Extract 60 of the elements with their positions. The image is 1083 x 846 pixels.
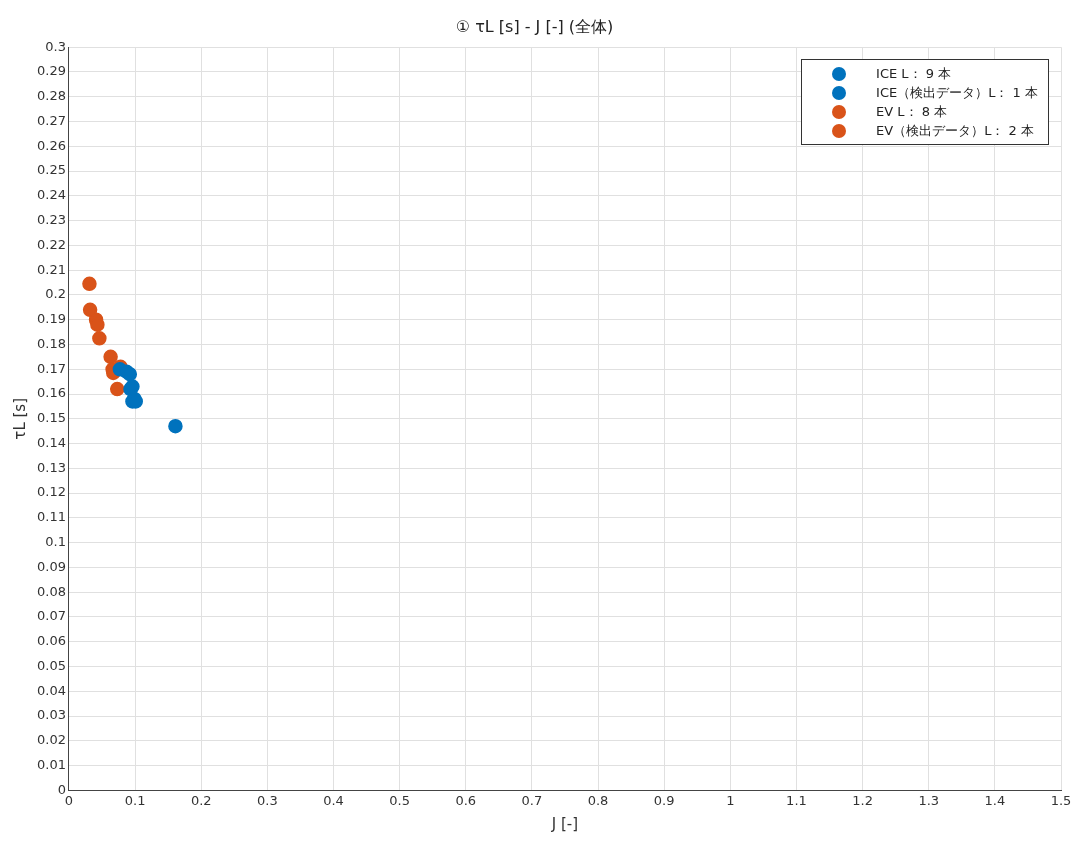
chart-title: ① τL [s] - J [-] (全体) [455,16,614,36]
x-tick-label: 0.1 [124,792,146,808]
y-tick-label: 0.28 [36,88,66,104]
x-tick-label: 0.6 [455,792,477,808]
legend-label: ICE L： 9 本 [876,64,952,83]
y-tick-label: 0.1 [45,534,66,550]
legend-label: EV L： 8 本 [876,102,948,121]
y-tick-label: 0.05 [36,657,66,673]
y-tick-label: 0.27 [36,112,66,128]
y-tick-label: 0.15 [36,410,66,426]
y-tick-label: 0.11 [36,509,66,525]
x-tick-label: 0.4 [323,792,344,808]
y-tick-label: 0.23 [36,211,66,227]
y-tick-label: 0.2 [45,286,66,302]
y-tick-label: 0.06 [36,633,66,649]
y-tick-label: 0.02 [36,732,66,748]
y-tick-label: 0.19 [36,311,66,327]
point [103,349,118,365]
y-tick-label: 0.22 [36,236,66,252]
x-tick-label: 1.4 [984,792,1006,808]
x-tick-label: 0.9 [653,792,675,808]
y-axis-title: τL [s] [10,397,29,440]
point [168,418,183,434]
y-tick-label: 0.18 [36,335,66,351]
y-tick-label: 0.13 [36,459,66,475]
y-tick-label: 0.24 [36,187,66,203]
x-tick-label: 0.8 [587,792,609,808]
legend-label: EV（検出データ）L： 2 本 [876,121,1034,140]
point [82,276,97,292]
y-tick-label: 0.29 [36,63,66,79]
x-tick-label: 1.3 [918,792,940,808]
y-tick-label: 0.25 [36,162,66,178]
x-tick-label: 1.2 [852,792,873,808]
y-tick-label: 0.16 [36,385,66,401]
y-tick-label: 0.07 [36,608,66,624]
y-tick-label: 0 [57,781,66,797]
x-tick-label: 0.7 [521,792,543,808]
y-tick-label: 0.14 [36,434,66,450]
legend-label: ICE（検出データ）L： 1 本 [876,83,1038,102]
y-tick-label: 0.12 [36,484,66,500]
x-tick-label: 1.1 [786,792,807,808]
x-tick-label: 0.2 [190,792,212,808]
x-axis-title: J [-] [550,814,579,833]
x-tick-label: 1 [726,792,735,808]
y-tick-label: 0.08 [36,583,66,599]
point [109,381,125,397]
x-tick-label: 0.5 [389,792,410,808]
y-tick-label: 0.21 [36,261,66,277]
point [122,366,138,382]
y-tick-label: 0.3 [45,38,66,54]
point [92,331,107,346]
point [82,302,98,318]
x-tick-label: 0.3 [257,792,278,808]
y-tick-label: 0.03 [36,707,66,723]
y-tick-label: 0.01 [36,757,66,772]
y-tick-label: 0.17 [36,360,66,376]
y-tick-label: 0.04 [36,682,66,698]
y-tick-label: 0.26 [36,137,66,153]
y-tick-label: 0.09 [36,558,66,574]
x-tick-label: 1.5 [1050,792,1072,808]
